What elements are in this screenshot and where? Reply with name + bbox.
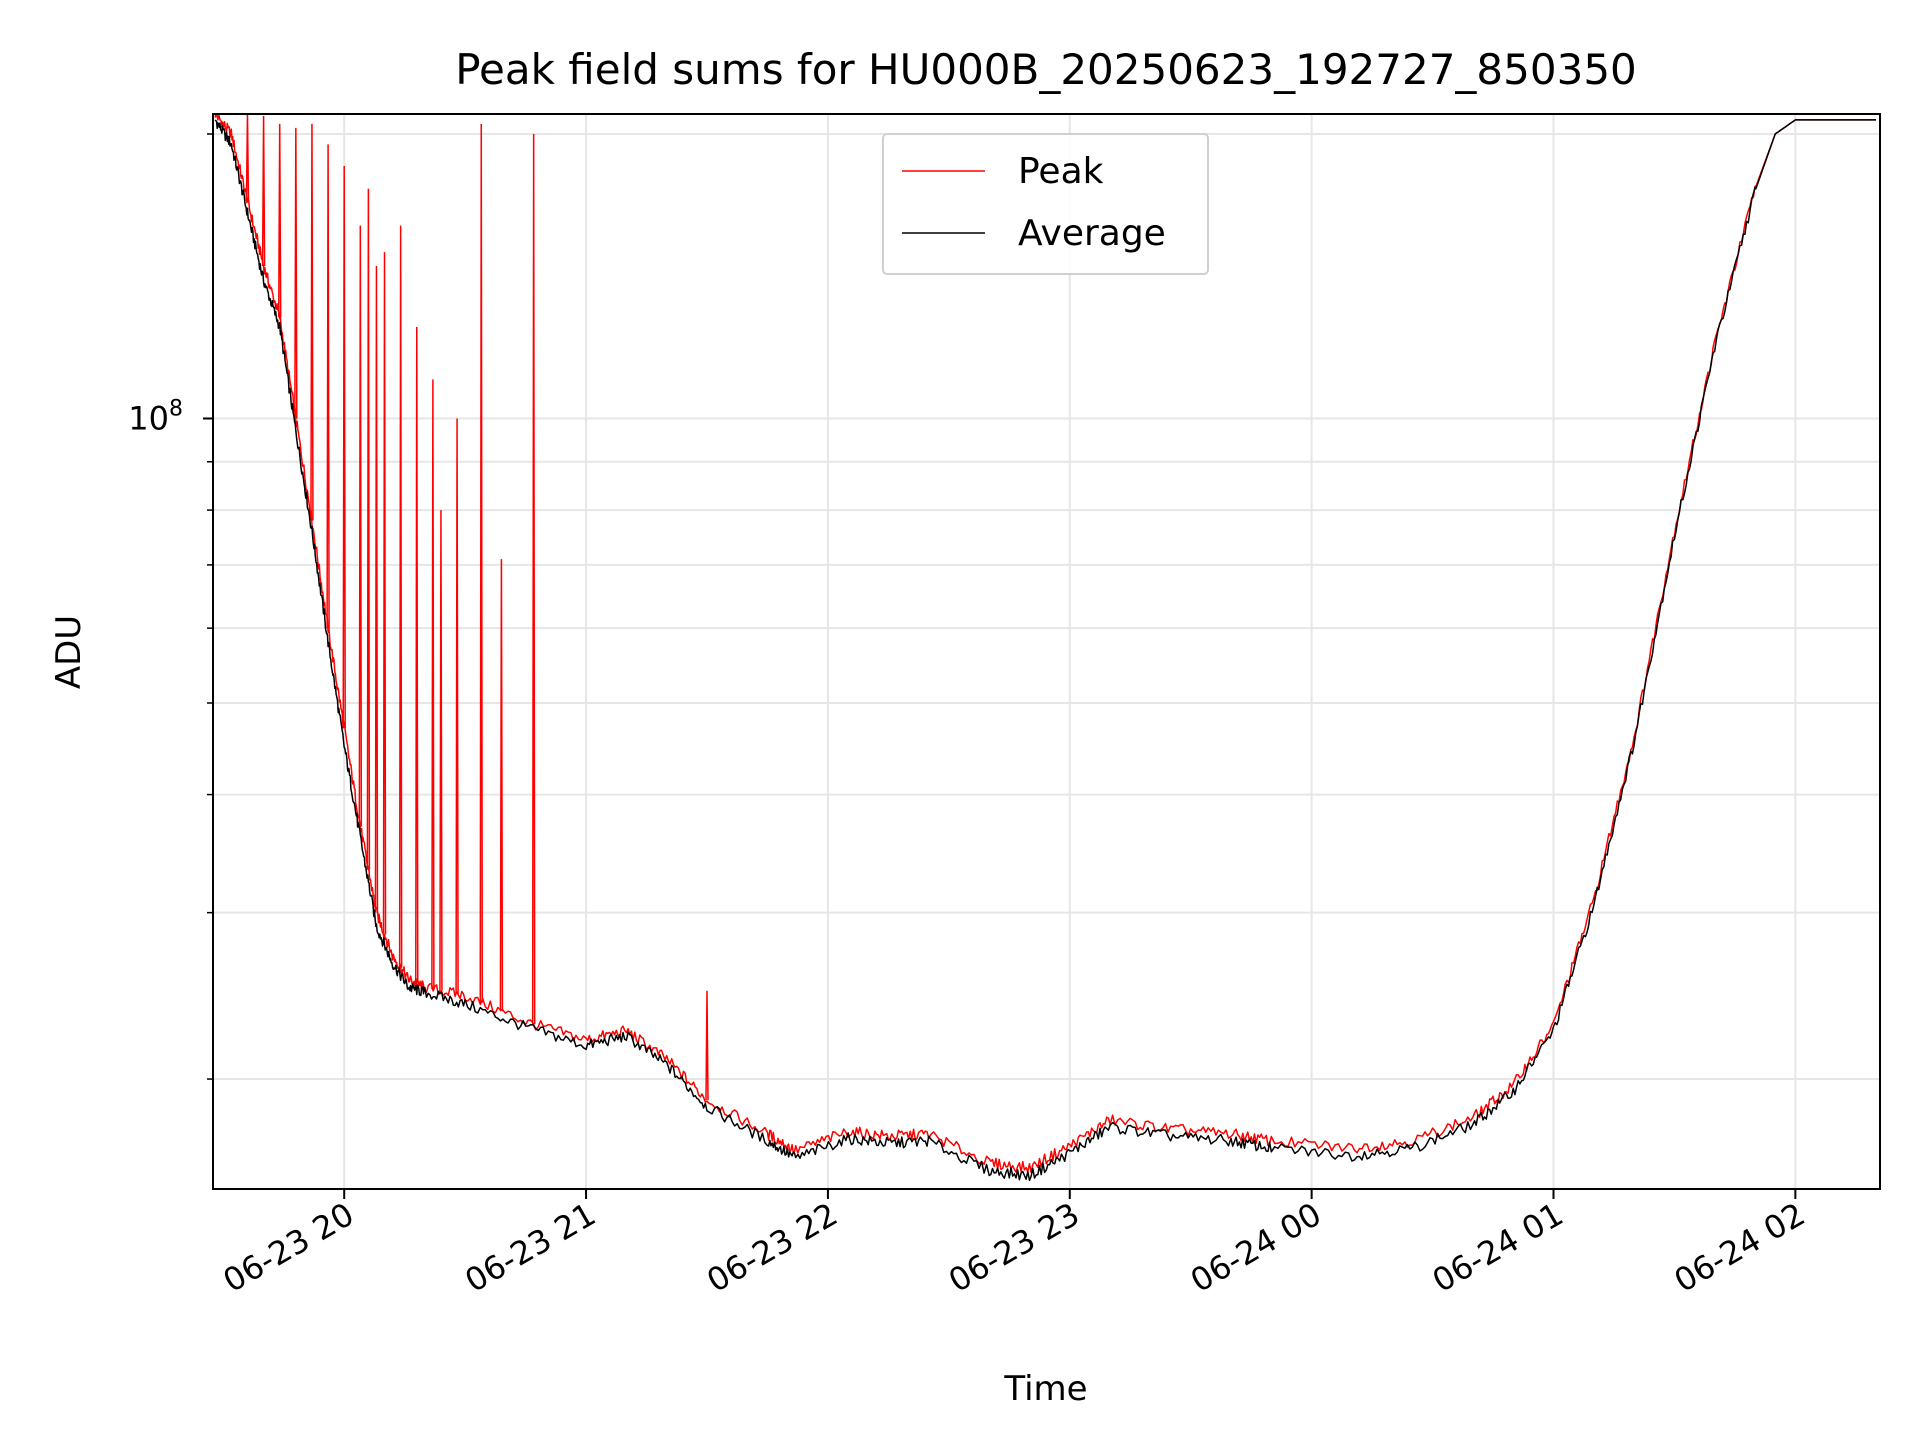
peak-spike bbox=[277, 123, 282, 318]
legend-peak-label: Peak bbox=[1018, 151, 1104, 192]
peak-spike bbox=[431, 379, 435, 990]
peak-spike bbox=[499, 559, 504, 1012]
legend: Peak Average bbox=[882, 133, 1209, 275]
peak-spike bbox=[366, 188, 371, 870]
peak-spike bbox=[479, 123, 484, 1003]
legend-average-label: Average bbox=[1018, 213, 1166, 254]
y-axis-title: ADU bbox=[49, 615, 89, 689]
peak-spike bbox=[294, 127, 298, 419]
chart-title: Peak field sums for HU000B_20250623_1927… bbox=[455, 45, 1637, 94]
peak-spike bbox=[531, 133, 536, 1025]
plot-frame bbox=[212, 113, 1881, 1190]
peak-spike bbox=[261, 115, 266, 267]
peak-spike bbox=[326, 144, 330, 629]
y-tick-label: 108 bbox=[128, 397, 183, 438]
x-axis-title: Time bbox=[1003, 1369, 1087, 1409]
y-axis: 108 bbox=[128, 133, 213, 1080]
peak-spike bbox=[310, 123, 314, 521]
peak-spike bbox=[245, 114, 250, 201]
peak-spike bbox=[374, 265, 379, 913]
peak-spike bbox=[398, 225, 403, 968]
peak-spike bbox=[342, 165, 346, 729]
grid bbox=[213, 114, 1880, 1189]
peak-spike bbox=[382, 252, 387, 935]
plot-area bbox=[214, 114, 1876, 1182]
peak-spike bbox=[415, 326, 419, 984]
legend-box bbox=[882, 133, 1209, 275]
series-layer bbox=[214, 114, 1876, 1182]
peak-spike bbox=[439, 510, 443, 991]
peak-spike bbox=[358, 225, 363, 827]
peak-spike bbox=[455, 418, 459, 995]
peak-spike bbox=[705, 990, 709, 1101]
series-average-line bbox=[214, 119, 1876, 1182]
series-peak-line bbox=[214, 114, 1876, 1174]
